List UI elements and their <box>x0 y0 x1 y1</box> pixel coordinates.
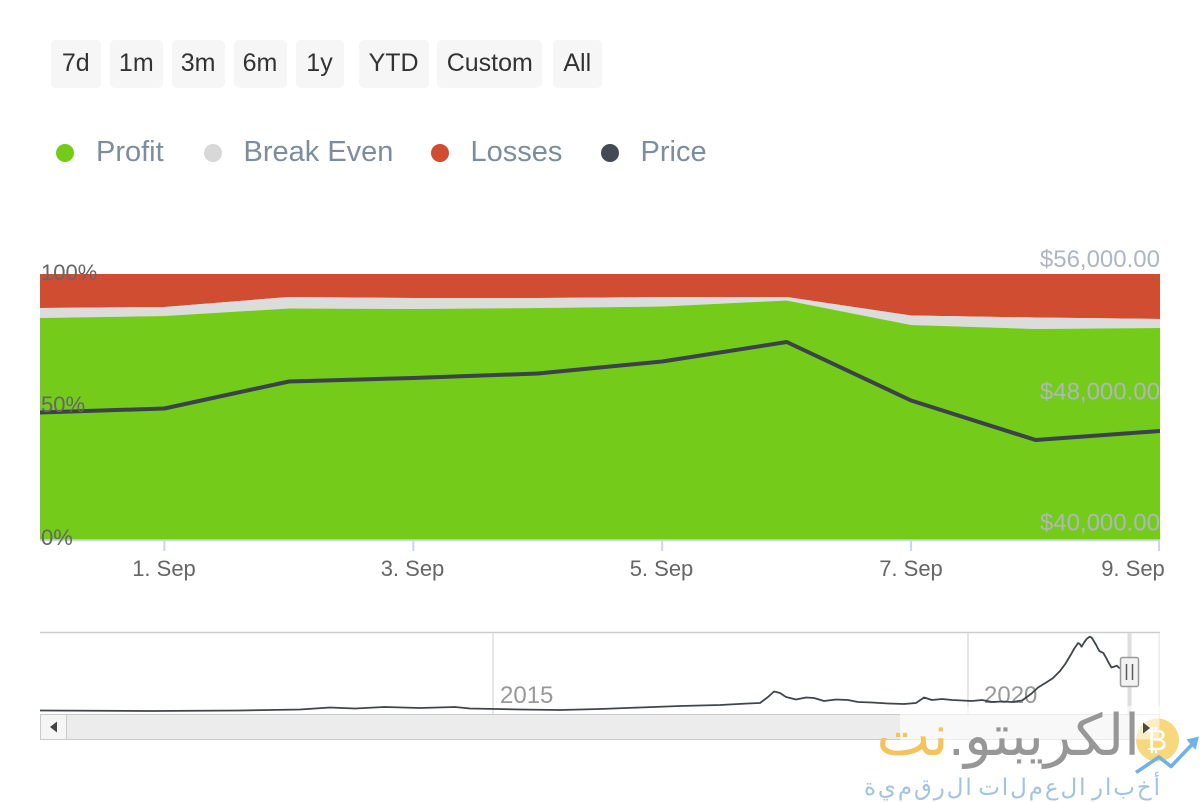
svg-text:$48,000.00: $48,000.00 <box>1040 379 1160 406</box>
svg-text:1. Sep: 1. Sep <box>132 556 196 581</box>
svg-text:50%: 50% <box>41 392 85 417</box>
svg-text:0%: 0% <box>41 525 73 550</box>
svg-text:2015: 2015 <box>500 682 553 709</box>
svg-text:$56,000.00: $56,000.00 <box>1040 246 1160 273</box>
svg-text:₿: ₿ <box>1146 725 1167 757</box>
svg-text:$40,000.00: $40,000.00 <box>1040 510 1160 537</box>
svg-text:100%: 100% <box>41 260 97 285</box>
svg-text:7. Sep: 7. Sep <box>879 556 943 581</box>
svg-text:9. Sep: 9. Sep <box>1101 556 1165 581</box>
svg-text:5. Sep: 5. Sep <box>630 556 694 581</box>
svg-text:3. Sep: 3. Sep <box>381 556 445 581</box>
